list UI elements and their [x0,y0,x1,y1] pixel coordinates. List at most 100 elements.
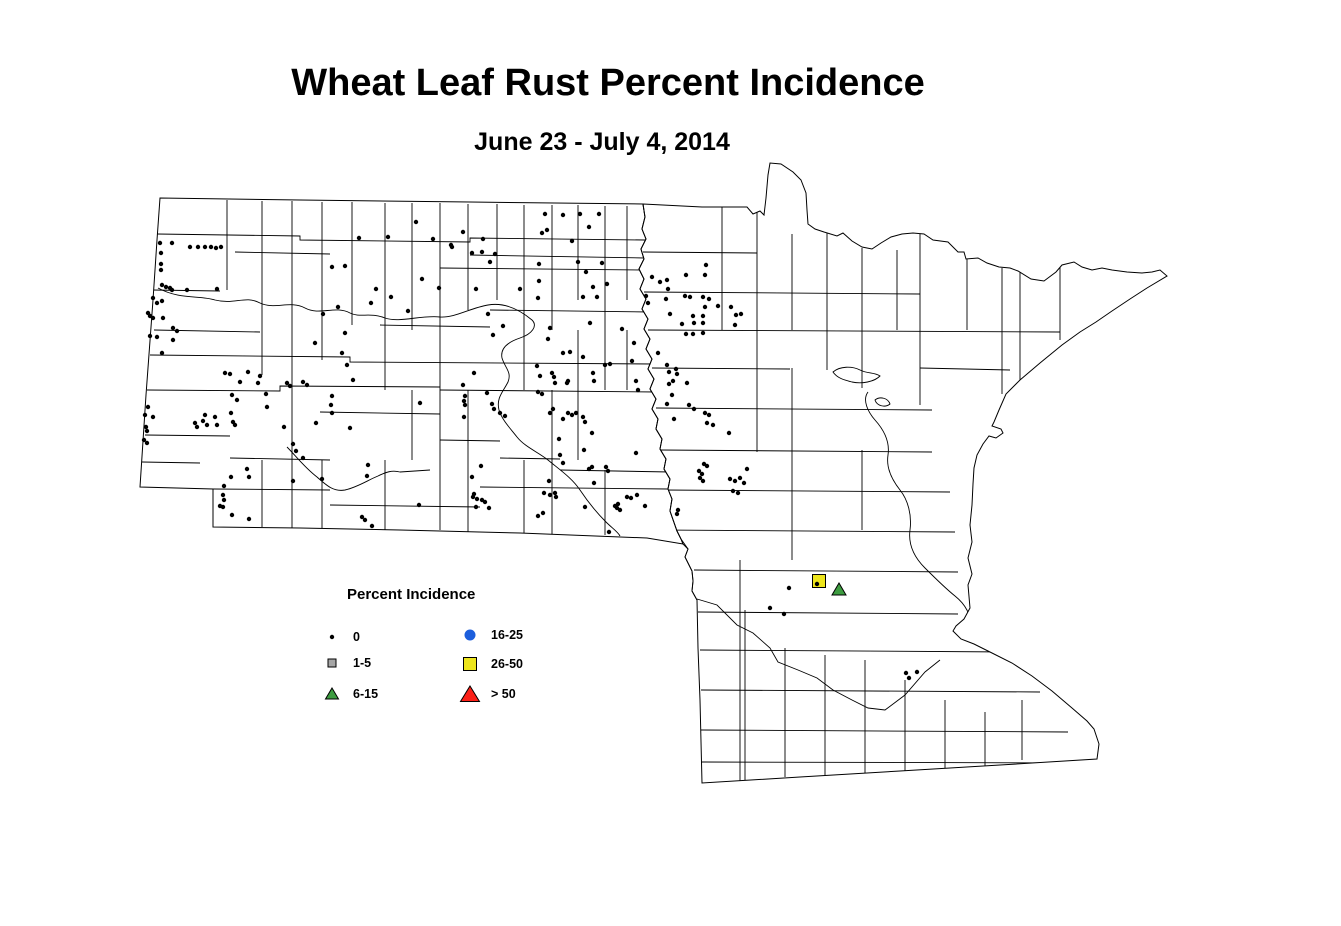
incidence-point-0 [547,410,553,416]
incidence-point-0 [664,362,670,368]
incidence-point-0 [356,235,362,241]
incidence-point-0 [417,400,423,406]
incidence-point-0 [629,358,635,364]
incidence-point-0 [143,424,149,430]
incidence-point-0 [560,416,566,422]
incidence-point-0 [214,286,220,292]
incidence-point-0 [552,380,558,386]
incidence-point-0 [460,229,466,235]
legend-label: > 50 [491,687,516,701]
incidence-point-0 [484,390,490,396]
incidence-point-0 [486,505,492,511]
north-dakota-outline [139,197,684,545]
incidence-point-0 [564,380,570,386]
incidence-point-0 [664,277,670,283]
incidence-point-0 [228,410,234,416]
incidence-point-0 [682,293,688,299]
incidence-point-0 [691,320,697,326]
incidence-point-0 [342,330,348,336]
incidence-point-0 [633,450,639,456]
incidence-point-0 [479,249,485,255]
incidence-point-0 [550,406,556,412]
incidence-point-0 [480,236,486,242]
incidence-point-0 [385,234,391,240]
nd-county-grid [141,200,683,537]
incidence-point-0 [350,377,356,383]
incidence-point-0 [591,480,597,486]
incidence-point-0 [727,476,733,482]
incidence-point-0 [767,605,773,611]
incidence-point-0 [229,512,235,518]
mn-county-grid [642,207,1093,783]
incidence-points-layer [141,211,920,681]
incidence-point-0 [643,293,649,299]
incidence-point-0 [319,476,325,482]
incidence-point-0 [735,490,741,496]
gray-square-marker-icon [327,658,337,668]
incidence-point-0 [602,362,608,368]
incidence-point-0 [560,460,566,466]
incidence-point-0 [517,286,523,292]
incidence-point-0 [547,492,553,498]
incidence-point-0 [666,381,672,387]
incidence-point-0 [669,392,675,398]
incidence-point-0 [649,274,655,280]
missouri-river [157,287,621,537]
incidence-point-0 [169,287,175,293]
incidence-point-0 [221,483,227,489]
incidence-point-0 [461,414,467,420]
incidence-point-0 [300,379,306,385]
incidence-point-0 [485,311,491,317]
incidence-point-0 [228,474,234,480]
minnesota-river [696,598,941,711]
incidence-point-0 [786,585,792,591]
incidence-point-0 [684,380,690,386]
incidence-point-0 [174,328,180,334]
incidence-point-0 [704,420,710,426]
incidence-point-0 [368,300,374,306]
incidence-point-0 [159,282,165,288]
legend-label: 0 [353,630,360,644]
mississippi-river [865,391,971,629]
incidence-point-0 [281,424,287,430]
incidence-point-0 [914,669,920,675]
incidence-point-0 [730,488,736,494]
incidence-point-0 [690,313,696,319]
incidence-point-0 [673,366,679,372]
incidence-point-0 [436,285,442,291]
incidence-point-0 [290,441,296,447]
incidence-point-0 [492,251,498,257]
cannonball-river [286,446,431,491]
legend-item-1-5: 1-5 [320,650,371,676]
legend-title: Percent Incidence [347,586,476,603]
legend-item-26-50: 26-50 [458,651,523,677]
incidence-point-0 [702,410,708,416]
incidence-point-0 [359,514,365,520]
incidence-point-0 [732,322,738,328]
incidence-point-0 [552,490,558,496]
incidence-point-0 [567,349,573,355]
incidence-point-0 [634,492,640,498]
incidence-point-0 [461,398,467,404]
incidence-point-0 [631,340,637,346]
legend-label: 26-50 [491,657,523,671]
incidence-point-0 [413,219,419,225]
incidence-point-0 [312,340,318,346]
incidence-point-0 [569,412,575,418]
incidence-point-0 [159,350,165,356]
incidence-point-0 [741,480,747,486]
dot-marker-icon [329,634,335,640]
incidence-point-0 [342,263,348,269]
incidence-point-0 [560,350,566,356]
blue-circle-marker-icon [464,629,476,641]
incidence-point-0 [373,286,379,292]
incidence-point-0 [691,406,697,412]
incidence-point-0 [706,296,712,302]
incidence-point-0 [737,475,743,481]
incidence-point-0 [665,286,671,292]
incidence-point-0 [478,463,484,469]
incidence-point-0 [237,379,243,385]
incidence-point-0 [628,495,634,501]
incidence-point-0 [906,675,912,681]
